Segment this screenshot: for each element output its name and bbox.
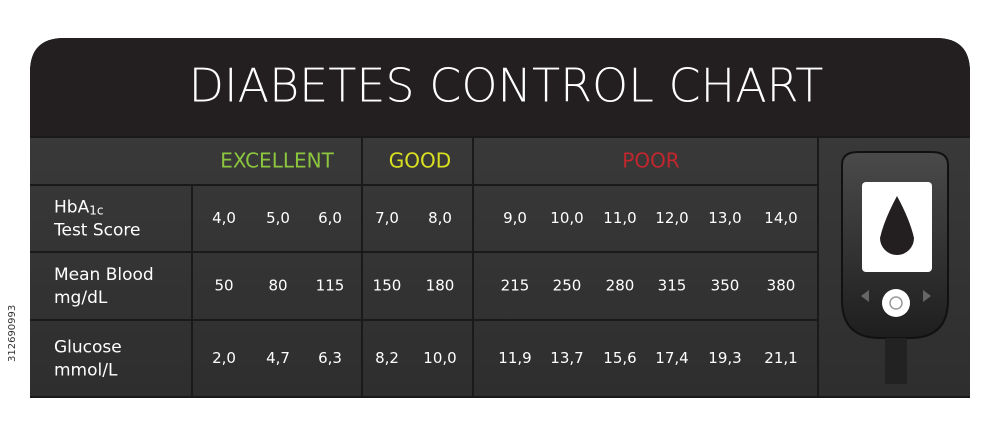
cell-value: 280 xyxy=(606,277,635,295)
row-label-sub: 1c xyxy=(89,203,103,217)
cell-value: 21,1 xyxy=(764,349,797,367)
title: DIABETES CONTROL CHART xyxy=(189,59,824,113)
cell-value: 8,2 xyxy=(375,349,399,367)
glucose-meter xyxy=(841,151,949,384)
cell-value: 13,0 xyxy=(708,209,741,227)
header-band xyxy=(30,38,970,137)
cell-value: 11,0 xyxy=(603,209,636,227)
cell-value: 4,0 xyxy=(212,209,236,227)
cell-value: 12,0 xyxy=(655,209,688,227)
group-label: POOR xyxy=(622,149,680,173)
cell-value: 17,4 xyxy=(655,349,688,367)
cell-value: 10,0 xyxy=(423,349,456,367)
row-label: Glucose xyxy=(54,338,122,358)
cell-value: 9,0 xyxy=(503,209,527,227)
cell-value: 180 xyxy=(426,277,455,295)
row-label: Mean Blood xyxy=(54,265,154,285)
cell-value: 15,6 xyxy=(603,349,636,367)
cell-value: 315 xyxy=(658,277,687,295)
cell-value: 14,0 xyxy=(764,209,797,227)
row-label-line2: Test Score xyxy=(53,221,141,241)
cell-value: 150 xyxy=(373,277,402,295)
cell-value: 250 xyxy=(553,277,582,295)
cell-value: 350 xyxy=(711,277,740,295)
cell-value: 50 xyxy=(214,277,233,295)
cell-value: 5,0 xyxy=(266,209,290,227)
cell-value: 10,0 xyxy=(550,209,583,227)
cell-value: 6,3 xyxy=(318,349,342,367)
row-label-main: Glucose xyxy=(54,338,122,358)
group-label: GOOD xyxy=(389,149,451,173)
row-label-line2: mmol/L xyxy=(54,361,118,381)
row-label-line2: mg/dL xyxy=(54,288,108,308)
cell-value: 19,3 xyxy=(708,349,741,367)
row-label: HbA1c xyxy=(54,198,103,218)
cell-value: 11,9 xyxy=(498,349,531,367)
row-label-main: Mean Blood xyxy=(54,265,154,285)
grid xyxy=(30,136,970,398)
stock-id: 312690993 xyxy=(7,305,18,362)
cell-value: 8,0 xyxy=(428,209,452,227)
cell-value: 6,0 xyxy=(318,209,342,227)
cell-value: 7,0 xyxy=(375,209,399,227)
cell-value: 13,7 xyxy=(550,349,583,367)
group-label: EXCELLENT xyxy=(220,149,334,173)
cell-value: 80 xyxy=(268,277,287,295)
cell-value: 4,7 xyxy=(266,349,290,367)
cell-value: 2,0 xyxy=(212,349,236,367)
cell-value: 215 xyxy=(501,277,530,295)
cell-value: 380 xyxy=(767,277,796,295)
cell-value: 115 xyxy=(316,277,345,295)
row-label-main: HbA xyxy=(54,198,90,218)
